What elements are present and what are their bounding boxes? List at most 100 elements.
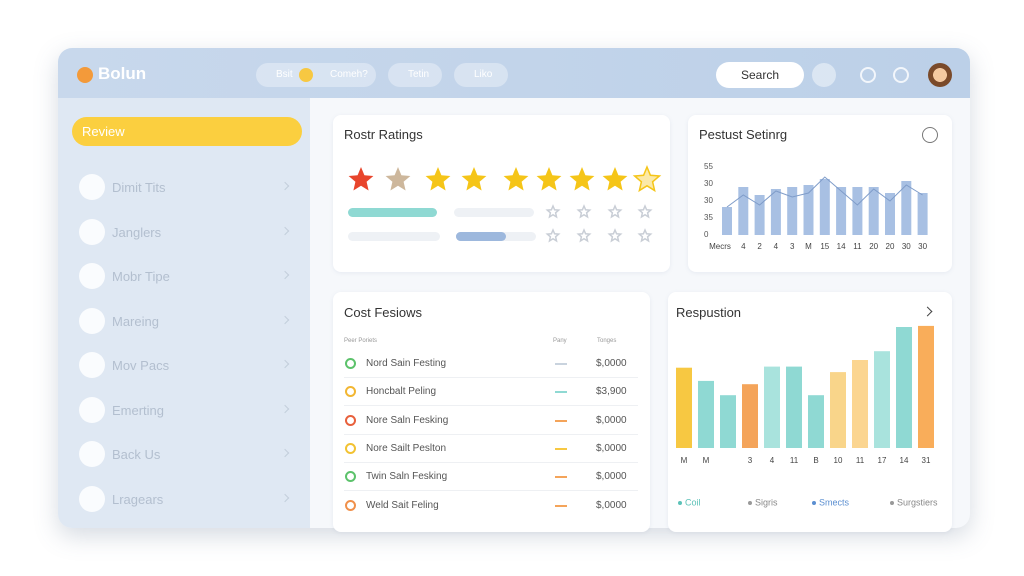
tab-badge	[299, 68, 313, 82]
row-divider	[344, 433, 638, 435]
star	[425, 167, 451, 191]
tab-pill[interactable]	[256, 63, 376, 87]
x-label: 30	[918, 242, 927, 251]
tab-label[interactable]: Comeh?	[330, 69, 368, 80]
bar	[885, 193, 895, 235]
nav-label[interactable]: Mov Pacs	[112, 358, 170, 373]
row-divider	[344, 461, 638, 463]
x-label: 4	[770, 456, 775, 465]
nav-label[interactable]: Dimit Tits	[112, 180, 166, 195]
star	[637, 228, 653, 243]
progress-track	[348, 232, 440, 241]
nav-icon[interactable]	[79, 218, 105, 245]
add-button[interactable]	[812, 63, 836, 87]
bar	[819, 179, 830, 235]
row-divider	[344, 405, 638, 407]
x-label: 10	[834, 456, 843, 465]
nav-icon[interactable]	[79, 352, 105, 378]
nav-label[interactable]: Back Us	[112, 447, 161, 462]
status-icon	[345, 499, 356, 511]
tab-pill[interactable]	[454, 63, 508, 87]
nav-label[interactable]: Lragears	[112, 491, 164, 507]
star	[632, 165, 662, 193]
bar	[896, 327, 912, 448]
x-label: 3	[790, 242, 795, 251]
tab-label[interactable]: Bsit	[276, 69, 293, 80]
bar	[786, 366, 802, 448]
star	[607, 228, 623, 243]
x-label: 31	[922, 456, 931, 465]
nav-icon[interactable]	[79, 396, 105, 423]
star	[348, 167, 374, 191]
bar	[698, 380, 714, 448]
x-label: M	[805, 242, 812, 251]
bar	[830, 372, 846, 448]
x-label: 2	[757, 242, 762, 251]
row-divider	[344, 490, 638, 492]
card-title: Rostr Ratings	[344, 127, 423, 142]
nav-icon[interactable]	[79, 441, 105, 467]
x-label: 30	[902, 242, 911, 251]
active-item[interactable]	[72, 117, 302, 146]
star	[503, 167, 529, 191]
tab-label[interactable]: Liko	[474, 69, 493, 80]
active-label[interactable]: Review	[82, 124, 125, 139]
info-icon[interactable]	[922, 127, 938, 143]
search-button[interactable]: Search	[716, 62, 804, 88]
x-label: 20	[869, 242, 878, 251]
tab-pill[interactable]	[388, 63, 442, 87]
x-label: Mecrs	[709, 242, 731, 251]
bar	[742, 384, 758, 448]
x-label: B	[813, 456, 818, 465]
card-title: Cost Fesiows	[344, 305, 423, 320]
star	[461, 167, 487, 191]
legend-marker	[748, 501, 752, 505]
x-label: M	[703, 456, 710, 465]
brand-icon	[77, 67, 93, 83]
bar	[787, 187, 798, 235]
row-name: Honcbalt Peling	[366, 386, 437, 398]
share-icon[interactable]	[860, 67, 876, 83]
bar	[803, 185, 814, 235]
row-dash	[555, 419, 567, 422]
nav-label[interactable]: Mobr Tipe	[112, 269, 170, 284]
bar	[754, 195, 765, 235]
nav-label[interactable]: Mareing	[112, 313, 159, 329]
bar	[874, 351, 890, 448]
nav-icon[interactable]	[79, 485, 105, 512]
legend-marker	[678, 501, 682, 505]
row-name: Nore Sailt Peslton	[366, 442, 447, 454]
nav-icon[interactable]	[79, 174, 105, 200]
nav-icon[interactable]	[79, 307, 105, 334]
star	[385, 167, 411, 191]
status-icon	[345, 471, 356, 483]
star	[569, 167, 595, 191]
tab-label[interactable]: Tetin	[408, 69, 430, 80]
avatar[interactable]	[928, 63, 952, 87]
x-label: 20	[886, 242, 895, 251]
y-label: 55	[704, 162, 713, 171]
brand: Bolun	[98, 64, 147, 83]
row-amount: $,0000	[596, 471, 627, 483]
star	[576, 204, 592, 219]
nav-label[interactable]: Janglers	[112, 224, 162, 240]
legend-label: Smects	[819, 497, 850, 507]
card-title: Pestust Setinrg	[699, 127, 788, 142]
column-header: Tonges	[597, 338, 617, 344]
row-name: Twin Saln Fesking	[366, 471, 448, 483]
nav-label[interactable]: Emerting	[112, 402, 165, 418]
bar	[676, 367, 692, 448]
star	[637, 204, 653, 219]
timer-icon[interactable]	[893, 67, 909, 83]
bar	[720, 395, 736, 448]
column-header: Pany	[553, 338, 567, 344]
bar	[868, 187, 879, 235]
bar	[722, 207, 732, 235]
row-divider	[344, 377, 638, 378]
x-label: 14	[837, 242, 846, 251]
bar	[808, 395, 824, 448]
nav-icon[interactable]	[79, 263, 105, 289]
x-label: M	[681, 456, 688, 465]
y-label: 30	[704, 196, 713, 205]
